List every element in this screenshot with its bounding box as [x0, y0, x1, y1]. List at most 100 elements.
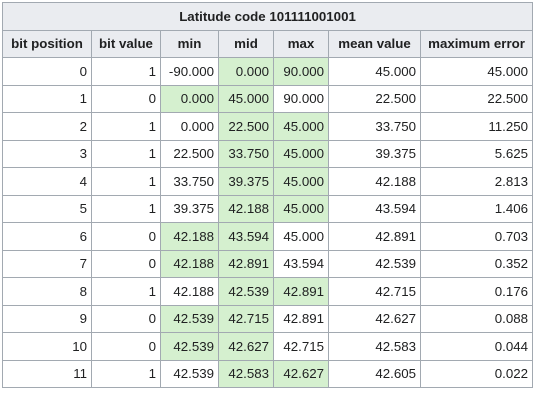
max-cell: 42.891	[273, 277, 329, 306]
min-cell: 42.539	[160, 359, 219, 388]
maximum-error-cell: 2.813	[419, 167, 534, 196]
maximum-error-cell: 0.703	[419, 222, 534, 251]
table-row: 11 1 42.539 42.583 42.627 42.605 0.022	[2, 359, 534, 388]
header-bit-value: bit value	[91, 29, 161, 58]
min-cell: 42.539	[160, 332, 219, 361]
table-caption: Latitude code 101111001001	[1, 2, 534, 31]
maximum-error-cell: 5.625	[419, 139, 534, 168]
mean-value-cell: 33.750	[328, 112, 421, 141]
mid-cell: 43.594	[218, 222, 274, 251]
min-cell: 0.000	[160, 84, 219, 113]
max-cell: 45.000	[273, 112, 329, 141]
bit-value-cell: 1	[91, 277, 161, 306]
mid-cell: 0.000	[218, 57, 274, 86]
maximum-error-cell: 0.176	[419, 277, 534, 306]
min-cell: 0.000	[160, 112, 219, 141]
bit-position-cell: 6	[2, 222, 92, 251]
table-row: 0 1 -90.000 0.000 90.000 45.000 45.000	[2, 57, 534, 86]
maximum-error-cell: 0.352	[419, 249, 534, 278]
bit-position-cell: 3	[2, 139, 92, 168]
maximum-error-cell: 0.022	[419, 359, 534, 388]
max-cell: 45.000	[273, 194, 329, 223]
mean-value-cell: 42.583	[328, 332, 421, 361]
min-cell: 42.188	[160, 277, 219, 306]
maximum-error-cell: 0.044	[419, 332, 534, 361]
table-row: 3 1 22.500 33.750 45.000 39.375 5.625	[2, 139, 534, 168]
mid-cell: 45.000	[218, 84, 274, 113]
table-row: 5 1 39.375 42.188 45.000 43.594 1.406	[2, 194, 534, 223]
mean-value-cell: 42.891	[328, 222, 421, 251]
table-row: 2 1 0.000 22.500 45.000 33.750 11.250	[2, 112, 534, 141]
bit-position-cell: 2	[2, 112, 92, 141]
header-min: min	[160, 29, 219, 58]
max-cell: 42.627	[273, 359, 329, 388]
max-cell: 42.891	[273, 304, 329, 333]
caption-row: Latitude code 101111001001	[1, 2, 534, 31]
mean-value-cell: 43.594	[328, 194, 421, 223]
min-cell: 33.750	[160, 167, 219, 196]
mean-value-cell: 22.500	[328, 84, 421, 113]
max-cell: 90.000	[273, 57, 329, 86]
header-bit-position: bit position	[2, 29, 92, 58]
table-row: 1 0 0.000 45.000 90.000 22.500 22.500	[2, 84, 534, 113]
bit-value-cell: 1	[91, 57, 161, 86]
max-cell: 42.715	[273, 332, 329, 361]
mean-value-cell: 42.715	[328, 277, 421, 306]
mid-cell: 42.715	[218, 304, 274, 333]
bit-position-cell: 4	[2, 167, 92, 196]
table-row: 8 1 42.188 42.539 42.891 42.715 0.176	[2, 277, 534, 306]
table-row: 9 0 42.539 42.715 42.891 42.627 0.088	[2, 304, 534, 333]
mid-cell: 42.539	[218, 277, 274, 306]
header-mean-value: mean value	[328, 29, 421, 58]
bit-value-cell: 0	[91, 332, 161, 361]
mid-cell: 42.891	[218, 249, 274, 278]
bit-position-cell: 0	[2, 57, 92, 86]
table-body: 0 1 -90.000 0.000 90.000 45.000 45.000 1 0 0.000 4…	[2, 57, 534, 388]
min-cell: 42.188	[160, 249, 219, 278]
min-cell: 39.375	[160, 194, 219, 223]
mid-cell: 22.500	[218, 112, 274, 141]
min-cell: -90.000	[160, 57, 219, 86]
bit-position-cell: 5	[2, 194, 92, 223]
mid-cell: 42.583	[218, 359, 274, 388]
mean-value-cell: 39.375	[328, 139, 421, 168]
bit-value-cell: 1	[91, 359, 161, 388]
bit-value-cell: 0	[91, 222, 161, 251]
bit-value-cell: 0	[91, 304, 161, 333]
bit-value-cell: 0	[91, 84, 161, 113]
maximum-error-cell: 45.000	[419, 57, 534, 86]
latitude-code-table: Latitude code 101111001001 bit position …	[1, 2, 534, 388]
bit-position-cell: 8	[2, 277, 92, 306]
min-cell: 42.188	[160, 222, 219, 251]
table-row: 4 1 33.750 39.375 45.000 42.188 2.813	[2, 167, 534, 196]
max-cell: 45.000	[273, 222, 329, 251]
min-cell: 42.539	[160, 304, 219, 333]
bit-position-cell: 9	[2, 304, 92, 333]
header-max: max	[273, 29, 329, 58]
mid-cell: 42.188	[218, 194, 274, 223]
bit-value-cell: 1	[91, 194, 161, 223]
maximum-error-cell: 11.250	[419, 112, 534, 141]
mid-cell: 33.750	[218, 139, 274, 168]
bit-position-cell: 10	[2, 332, 92, 361]
header-mid: mid	[218, 29, 274, 58]
header-maximum-error: maximum error	[419, 29, 534, 58]
table-row: 7 0 42.188 42.891 43.594 42.539 0.352	[2, 249, 534, 278]
table-row: 6 0 42.188 43.594 45.000 42.891 0.703	[2, 222, 534, 251]
mean-value-cell: 42.539	[328, 249, 421, 278]
table-row: 10 0 42.539 42.627 42.715 42.583 0.044	[2, 332, 534, 361]
bit-value-cell: 1	[91, 112, 161, 141]
mean-value-cell: 45.000	[328, 57, 421, 86]
bit-value-cell: 1	[91, 139, 161, 168]
max-cell: 90.000	[273, 84, 329, 113]
maximum-error-cell: 1.406	[419, 194, 534, 223]
maximum-error-cell: 0.088	[419, 304, 534, 333]
max-cell: 45.000	[273, 139, 329, 168]
max-cell: 43.594	[273, 249, 329, 278]
mean-value-cell: 42.627	[328, 304, 421, 333]
bit-value-cell: 0	[91, 249, 161, 278]
bit-position-cell: 11	[2, 359, 92, 388]
bit-position-cell: 7	[2, 249, 92, 278]
maximum-error-cell: 22.500	[419, 84, 534, 113]
mid-cell: 42.627	[218, 332, 274, 361]
